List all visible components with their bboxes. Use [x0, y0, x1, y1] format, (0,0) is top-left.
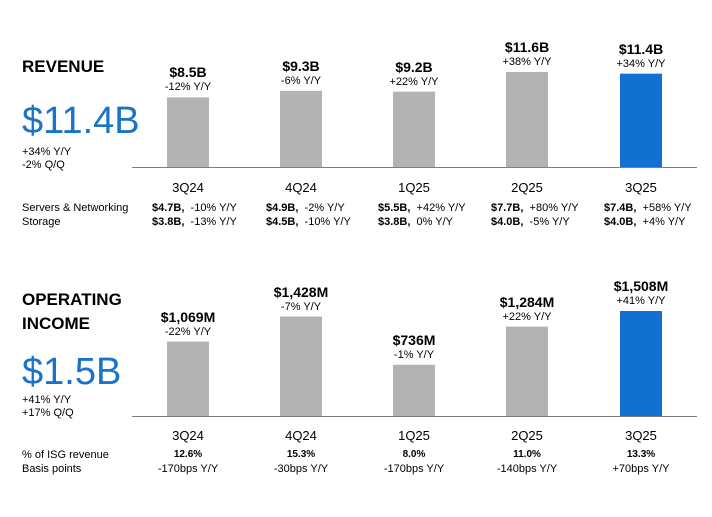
revenue-value-label: $8.5B [169, 64, 207, 81]
opinc-table-cell: -170bps Y/Y [383, 463, 445, 475]
opinc-table-cell: -140bps Y/Y [496, 463, 558, 475]
revenue-bars-group [167, 72, 662, 167]
cell-value: $4.5B, [266, 216, 299, 228]
revenue-tick-label: 4Q24 [285, 180, 317, 195]
opinc-tick-label: 3Q25 [625, 428, 657, 443]
cell-value: $3.8B, [152, 216, 185, 228]
opinc-big-value: $1.5B [22, 351, 122, 393]
cell-change: -5% Y/Y [523, 216, 570, 228]
revenue-bar-4q24 [280, 90, 322, 167]
revenue-value-label: $11.4B [618, 40, 664, 57]
revenue-table-cell: $7.7B, +80% Y/Y [491, 201, 579, 215]
cell-change: -10% Y/Y [298, 216, 351, 228]
opinc-tick-label: 1Q25 [398, 428, 430, 443]
row-label-basis-points: Basis points [22, 463, 82, 475]
cell-change: -10% Y/Y [184, 202, 237, 214]
revenue-yoy-label: +22% Y/Y [389, 75, 439, 88]
revenue-table-cell: $4.9B, -2% Y/Y [266, 201, 345, 215]
cell-change: +4% Y/Y [636, 216, 686, 228]
revenue-yoy-label: +34% Y/Y [616, 57, 666, 70]
revenue-table-cell: $3.8B, -13% Y/Y [152, 215, 237, 229]
opinc-yoy: +41% Y/Y [22, 394, 72, 406]
revenue-tick-label: 1Q25 [398, 180, 430, 195]
opinc-tick-label: 3Q24 [172, 428, 204, 443]
opinc-table-cell: 8.0% [402, 449, 426, 460]
cell-change: -2% Y/Y [298, 202, 345, 214]
revenue-tick-label: 3Q24 [172, 180, 204, 195]
revenue-table-cell: $4.0B, -5% Y/Y [491, 215, 570, 229]
opinc-tick-label: 2Q25 [511, 428, 543, 443]
opinc-yoy-label: +22% Y/Y [502, 310, 552, 323]
revenue-table-cell: $5.5B, +42% Y/Y [378, 201, 466, 215]
cell-value: $3.8B, [378, 216, 411, 228]
opinc-bars-group [167, 311, 662, 416]
revenue-bar-3q25 [620, 73, 662, 167]
opinc-table-cell: 12.6% [173, 449, 203, 460]
revenue-table-cell: $4.0B, +4% Y/Y [604, 215, 685, 229]
revenue-tick-label: 3Q25 [625, 180, 657, 195]
revenue-yoy: +34% Y/Y [22, 146, 72, 158]
cell-change: +42% Y/Y [410, 202, 466, 214]
cell-change: +58% Y/Y [636, 202, 692, 214]
revenue-yoy-label: -12% Y/Y [164, 81, 212, 94]
opinc-bar-4q24 [280, 316, 322, 416]
opinc-title-line1: OPERATING [22, 290, 122, 309]
cell-value: $7.4B, [604, 202, 637, 214]
opinc-bar-3q24 [167, 341, 209, 416]
opinc-bar-3q25 [620, 311, 662, 416]
revenue-big-value: $11.4B [22, 100, 140, 142]
revenue-value-label: $9.3B [282, 57, 320, 74]
opinc-yoy-label: -7% Y/Y [280, 300, 322, 313]
opinc-value-label: $1,508M [613, 278, 669, 294]
cell-change: +80% Y/Y [523, 202, 579, 214]
revenue-table-cell: $4.7B, -10% Y/Y [152, 201, 237, 215]
row-label-servers: Servers & Networking [22, 202, 129, 214]
row-label-pct-isg: % of ISG revenue [22, 449, 109, 461]
opinc-table-cell: +70bps Y/Y [612, 463, 670, 475]
cell-value: $5.5B, [378, 202, 411, 214]
revenue-value-label: $11.6B [504, 39, 550, 55]
opinc-table-cell: 11.0% [513, 449, 541, 460]
revenue-table-cell: $3.8B, 0% Y/Y [378, 215, 453, 229]
opinc-yoy-label: +41% Y/Y [616, 295, 666, 307]
revenue-value-label: $9.2B [395, 58, 433, 75]
opinc-yoy-label: -22% Y/Y [164, 325, 212, 338]
revenue-yoy-label: +38% Y/Y [502, 56, 552, 68]
opinc-tick-label: 4Q24 [285, 428, 317, 443]
opinc-yoy-label: -1% Y/Y [393, 348, 435, 361]
revenue-title: REVENUE [22, 57, 105, 76]
opinc-table-cell: -170bps Y/Y [157, 463, 219, 475]
opinc-table-cell: 15.3% [286, 449, 316, 460]
opinc-qoq: +17% Q/Q [22, 407, 74, 419]
revenue-table-cell: $7.4B, +58% Y/Y [604, 201, 692, 215]
row-label-storage: Storage [22, 216, 61, 228]
cell-value: $4.0B, [604, 216, 637, 228]
opinc-table-cell: -30bps Y/Y [273, 463, 329, 475]
cell-value: $4.0B, [491, 216, 524, 228]
revenue-qoq: -2% Q/Q [22, 159, 65, 171]
opinc-title-line2: INCOME [22, 314, 90, 333]
revenue-tick-label: 2Q25 [511, 180, 543, 195]
opinc-value-label: $736M [392, 331, 436, 348]
opinc-value-label: $1,428M [273, 283, 329, 300]
revenue-table-cell: $4.5B, -10% Y/Y [266, 215, 351, 229]
opinc-value-label: $1,069M [160, 308, 216, 325]
cell-change: 0% Y/Y [410, 216, 454, 228]
opinc-bar-2q25 [506, 326, 548, 416]
revenue-bar-1q25 [393, 91, 435, 167]
cell-change: -13% Y/Y [184, 216, 237, 228]
revenue-yoy-label: -6% Y/Y [280, 74, 322, 87]
revenue-bar-3q24 [167, 97, 209, 167]
opinc-value-label: $1,284M [499, 293, 555, 310]
revenue-bar-2q25 [506, 72, 548, 167]
cell-value: $7.7B, [491, 202, 524, 214]
cell-value: $4.9B, [266, 202, 299, 214]
cell-value: $4.7B, [152, 202, 185, 214]
opinc-table-cell: 13.3% [626, 449, 656, 460]
opinc-bar-1q25 [393, 364, 435, 416]
